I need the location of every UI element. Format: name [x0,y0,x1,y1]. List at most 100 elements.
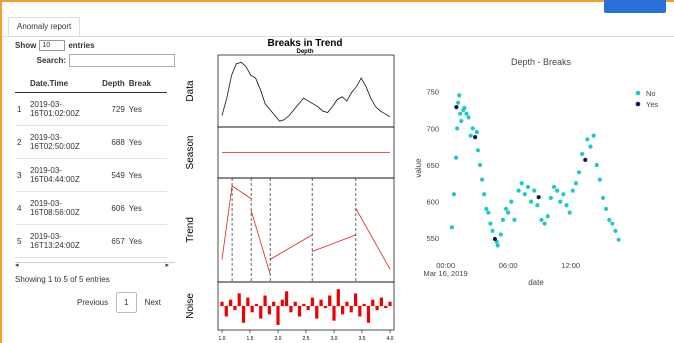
column-header[interactable]: Date.Time [27,74,86,93]
noise-bar [384,306,388,309]
point [610,221,615,226]
y-tick-label: 700 [426,124,439,133]
length-select[interactable]: 10 [39,40,66,51]
point [475,148,481,153]
point [451,192,457,197]
y-tick-label: 750 [426,88,439,97]
data-table: Date.Time Depth Break 1 2019-03-16T01:02:… [15,74,167,258]
noise-bar [259,306,263,319]
page-button[interactable]: 1 [116,292,137,313]
point [536,195,541,200]
point [486,210,491,215]
point [453,155,459,160]
scrollbar[interactable] [15,261,175,269]
point [583,157,588,162]
noise-bar [306,306,310,311]
noise-bar [349,306,353,313]
noise-bar [323,306,327,309]
point [477,162,483,168]
search-input[interactable] [69,54,175,67]
x-axis-title: date [528,278,544,287]
cell-break: Yes [126,224,167,258]
x-tick-sublabel: Mar 16, 2019 [424,269,468,278]
noise-bar [328,295,332,306]
x-tick-label: 1.5 [247,336,254,342]
table-row[interactable]: 4 2019-03-16T08:56:00Z 606 Yes [15,191,167,225]
noise-bar [220,301,224,306]
point [492,236,498,242]
point [561,192,566,197]
noise-bar [233,306,237,311]
point [473,135,478,140]
point [454,105,459,110]
x-tick-label: 00:00 [436,261,455,270]
y-tick-label: 600 [426,198,439,207]
noise-bar [285,291,289,306]
search-label: Search: [36,56,66,65]
x-tick-label: 2.5 [303,336,310,342]
length-control: Show 10 entries [15,38,175,53]
tab-divider [2,36,674,37]
point [576,170,582,175]
point [539,217,544,223]
point [464,111,469,116]
point [509,199,514,204]
table-row[interactable]: 2 2019-03-16T02:50:00Z 688 Yes [15,125,167,159]
cell-index: 1 [15,92,28,126]
noise-bar [276,306,280,325]
noise-bar [280,299,284,306]
cell-index: 2 [15,125,28,159]
noise-bar [246,297,250,306]
point [573,181,578,186]
legend-label: Yes [646,100,658,109]
table-row[interactable]: 1 2019-03-16T01:02:00Z 729 Yes [15,92,167,126]
point [580,151,585,157]
noise-bar [254,303,259,306]
point [535,203,540,208]
action-button[interactable] [604,0,666,13]
noise-bar [293,301,297,306]
panel-label: Trend [185,217,196,243]
point [490,228,495,233]
point [532,188,537,193]
x-tick-label: 06:00 [499,261,518,270]
cell-depth: 606 [85,191,127,225]
point [468,133,473,138]
tab[interactable]: Anomaly report [8,17,81,36]
column-header[interactable]: Break [126,74,167,93]
noise-bar [379,297,383,306]
point [454,126,460,131]
legend-marker [635,90,641,96]
index-header [15,74,28,93]
noise-bar [353,293,358,306]
point [466,115,471,120]
point [457,93,462,98]
cell-depth: 688 [85,125,127,159]
point [480,177,485,182]
noise-bar [310,297,315,306]
noise-bar [229,299,233,306]
pagination: Previous 1 Next [15,292,175,313]
y-tick-label: 650 [426,161,439,170]
panel-label: Season [185,136,196,170]
x-tick-label: 3.0 [331,336,338,342]
point [525,184,531,190]
noise-bar [345,301,349,306]
header-row: Date.Time Depth Break [15,74,167,93]
point [613,228,618,233]
noise-bar [371,299,375,306]
trend-line [250,210,271,275]
panel-label: Data [185,80,196,102]
point [555,188,560,193]
table-row[interactable]: 5 2019-03-16T13:24:00Z 657 Yes [15,224,167,258]
point [512,217,517,223]
column-header[interactable]: Depth [85,74,127,93]
table-row[interactable]: 3 2019-03-16T04:44:00Z 549 Yes [15,158,167,192]
legend-marker [635,101,641,107]
previous-button[interactable]: Previous [77,298,109,307]
cell-break: Yes [126,125,167,159]
point [519,181,524,186]
next-button[interactable]: Next [144,298,162,307]
point [458,111,463,116]
